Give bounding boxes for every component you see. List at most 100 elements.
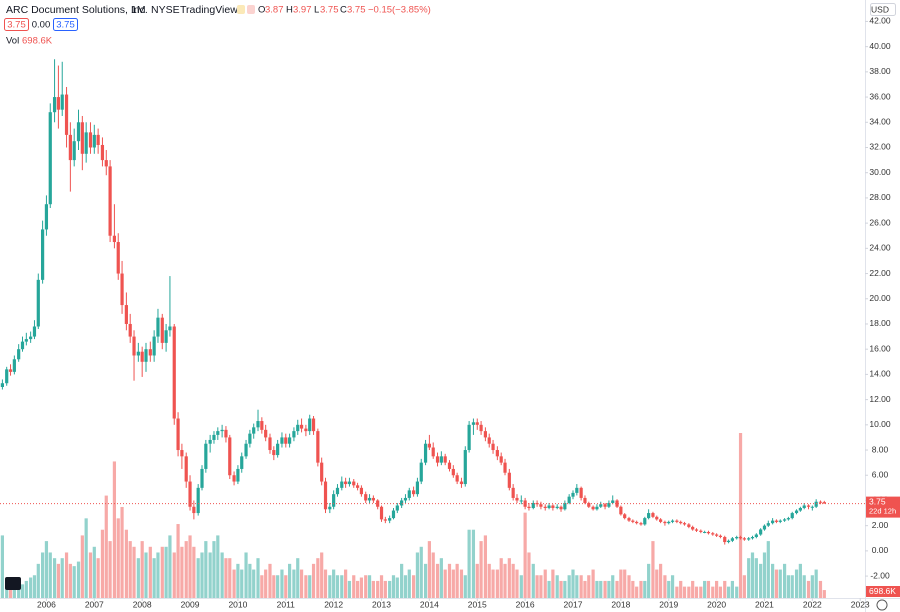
volume-bar	[128, 541, 132, 598]
volume-bar	[112, 461, 117, 598]
candle-body	[750, 537, 755, 539]
candle-body	[379, 506, 384, 520]
high-value: 3.97	[293, 5, 312, 16]
volume-bar	[435, 563, 440, 598]
buy-box[interactable]	[53, 18, 78, 31]
volume-bar	[156, 552, 160, 598]
y-tick-label: 8.00	[872, 444, 889, 454]
candle-body	[220, 429, 224, 432]
x-tick-label: 2015	[468, 599, 487, 609]
candle-body	[244, 443, 248, 457]
candle-body	[280, 437, 284, 444]
candle-body	[511, 487, 515, 498]
candle-body	[615, 500, 619, 507]
candle-body	[822, 502, 826, 504]
candle-body	[571, 492, 575, 497]
icon-dividend[interactable]	[247, 5, 255, 14]
candle-body	[92, 134, 96, 148]
volume-bar	[503, 563, 507, 598]
candle-body	[611, 500, 615, 503]
candle-body	[32, 326, 37, 337]
volume-bar	[76, 561, 81, 598]
volume-bar	[17, 586, 21, 598]
y-tick-label: 36.00	[869, 91, 891, 101]
volume-bar	[559, 580, 563, 598]
candle-body	[316, 431, 320, 463]
volume-bar	[400, 563, 404, 598]
settings-icon[interactable]	[876, 599, 888, 611]
buy-price[interactable]: 3.75	[56, 20, 75, 31]
volume-bar	[706, 580, 711, 598]
candle-body	[447, 462, 452, 469]
candle-body	[148, 349, 152, 356]
volume-bar	[771, 563, 775, 598]
volume-bar	[224, 558, 228, 598]
volume-bar	[388, 580, 392, 598]
currency[interactable]: USD	[871, 4, 889, 14]
volume-bar	[232, 569, 236, 598]
candle-body	[17, 349, 21, 360]
volume-bar	[48, 552, 52, 598]
icon-flag[interactable]	[237, 5, 245, 14]
candle-body	[451, 468, 455, 476]
sell-price[interactable]: 3.75	[7, 20, 26, 31]
x-tick-label: 2007	[85, 599, 104, 609]
volume-bar	[160, 546, 164, 598]
candle-body	[64, 94, 69, 135]
candle-body	[790, 513, 794, 519]
volume-label: Vol	[6, 36, 19, 47]
volume-bar	[316, 558, 320, 598]
volume-bar	[523, 512, 527, 598]
y-tick-label: 20.00	[869, 293, 891, 303]
candle-body	[308, 418, 312, 432]
candle-body	[276, 443, 280, 456]
candle-body	[647, 513, 651, 519]
volume-bar	[583, 580, 587, 598]
volume-bar	[715, 580, 719, 598]
x-tick-label: 2023	[851, 599, 870, 609]
candle-body	[264, 429, 268, 438]
candle-body	[292, 431, 296, 438]
x-tick-label: 2006	[37, 599, 56, 609]
volume-bar	[60, 558, 64, 598]
candle-body	[679, 521, 683, 524]
candle-body	[738, 537, 743, 539]
candle-body	[184, 456, 188, 482]
candle-body	[483, 431, 487, 438]
volume-bar	[299, 569, 304, 598]
candle-body	[323, 481, 328, 510]
candle-body	[359, 487, 364, 495]
volume-bar	[499, 558, 503, 598]
candle-body	[423, 443, 428, 463]
candle-body	[463, 450, 467, 485]
volume-bar	[599, 580, 603, 598]
sell-box[interactable]	[4, 18, 29, 31]
candle-body	[140, 351, 144, 362]
volume-bar	[471, 529, 476, 598]
interval[interactable]: 1M	[131, 4, 146, 16]
candle-body	[547, 505, 551, 509]
x-tick-label: 2016	[516, 599, 535, 609]
volume-bar	[44, 541, 49, 598]
x-tick-label: 2018	[611, 599, 630, 609]
y-tick-label: 40.00	[869, 41, 891, 51]
candle-body	[108, 166, 112, 236]
candle-body	[228, 437, 232, 476]
volume-bar	[264, 569, 268, 598]
currency-box[interactable]	[870, 3, 896, 16]
volume-bar	[539, 575, 543, 598]
volume-bar	[196, 558, 200, 598]
volume-bar	[52, 558, 57, 598]
volume-bar	[794, 569, 799, 598]
volume-bar	[172, 552, 176, 598]
x-tick-label: 2019	[659, 599, 678, 609]
candle-body	[272, 450, 276, 456]
candle-body	[706, 531, 711, 534]
logo[interactable]	[5, 577, 21, 590]
volume-bar	[567, 575, 571, 598]
candle-body	[96, 134, 100, 145]
x-tick-label: 2009	[181, 599, 200, 609]
volume-value: 698.6K	[22, 36, 53, 47]
volume-bar	[68, 563, 72, 598]
x-tick-label: 2013	[372, 599, 391, 609]
